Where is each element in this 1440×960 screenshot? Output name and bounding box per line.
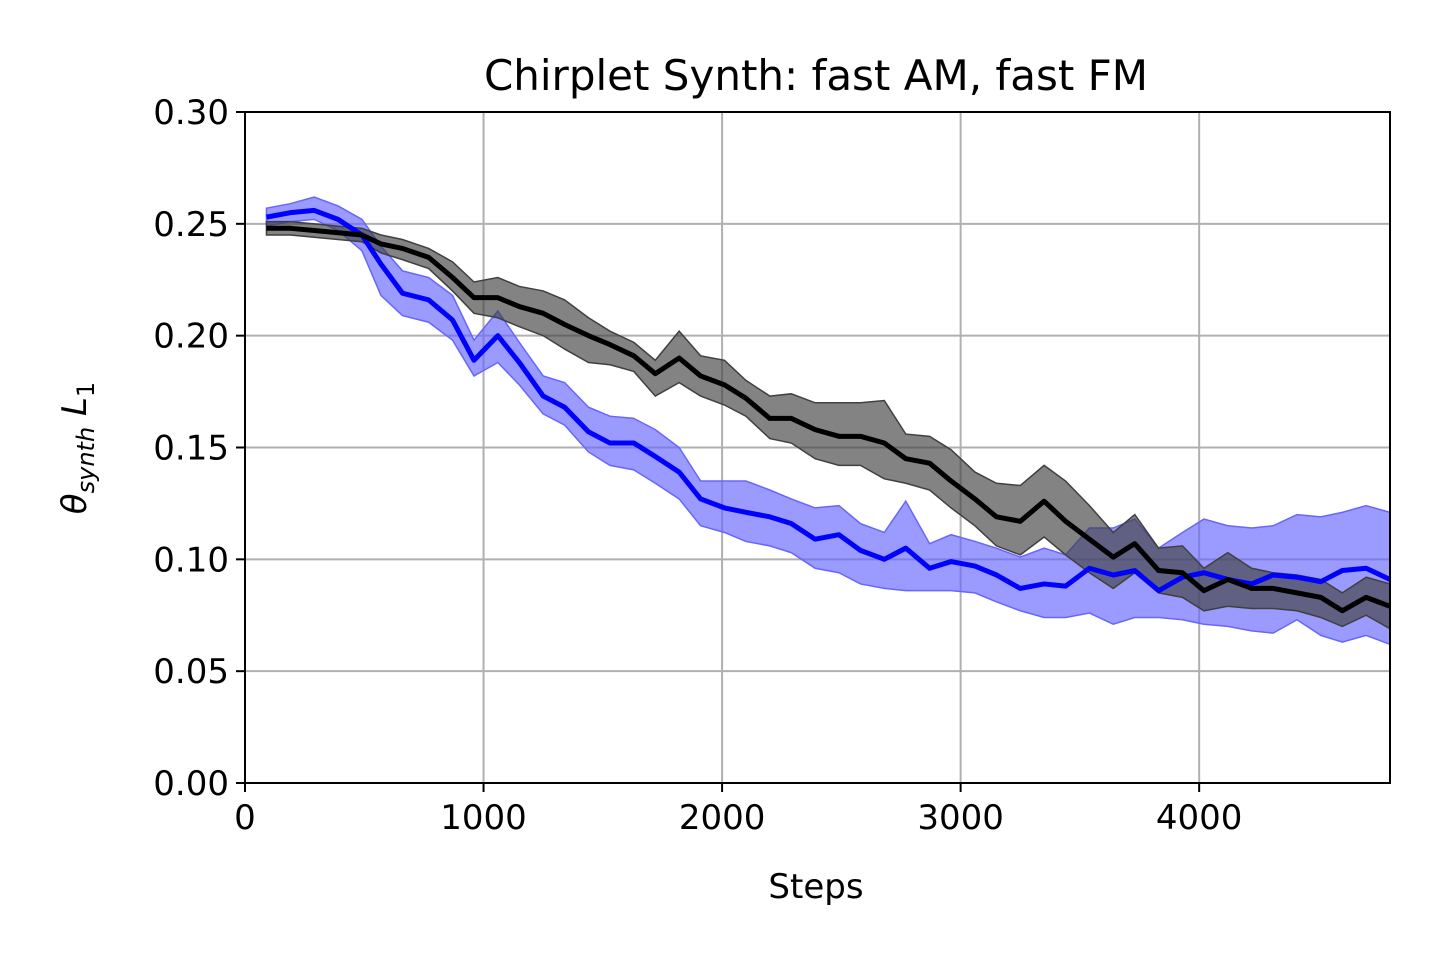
y-axis-label-tail: L (55, 397, 95, 427)
x-axis-label: Steps (768, 867, 863, 907)
y-tick-label: 0.15 (153, 429, 229, 469)
y-tick-label: 0.20 (153, 317, 229, 357)
y-axis-label-symbol: θ (55, 493, 95, 514)
y-tick-label: 0.10 (153, 540, 229, 580)
axis-ticks: 0 1000 2000 3000 4000 0.00 0.05 0.10 0.15 0.20 0.2… (153, 93, 1242, 838)
series-0-line (266, 207, 1392, 594)
y-axis-label: θsynth L1 (55, 382, 100, 514)
x-tick-label: 0 (234, 798, 256, 838)
y-axis-label-tail-subscript: 1 (72, 382, 100, 397)
y-tick-label: 0.00 (153, 764, 229, 804)
y-axis-label-subscript: synth (72, 427, 100, 494)
x-tick-label: 1000 (440, 798, 527, 838)
x-tick-label: 3000 (917, 798, 1004, 838)
series-lines (266, 207, 1392, 614)
x-tick-label: 2000 (679, 798, 766, 838)
x-tick-label: 4000 (1156, 798, 1243, 838)
y-tick-label: 0.25 (153, 205, 229, 245)
series-1-line (266, 225, 1391, 614)
y-tick-label: 0.05 (153, 652, 229, 692)
y-tick-label: 0.30 (153, 93, 229, 133)
chart-title: Chirplet Synth: fast AM, fast FM (484, 51, 1148, 100)
